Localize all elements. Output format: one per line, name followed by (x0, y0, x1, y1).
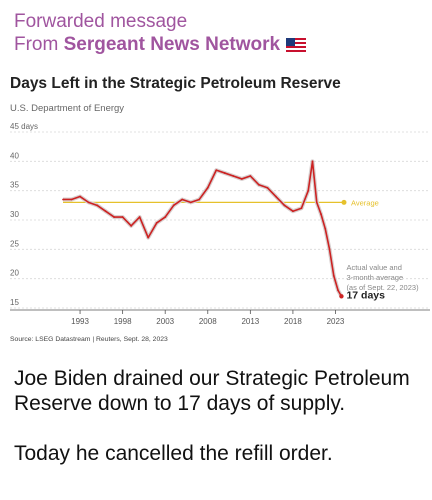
data-point (266, 186, 269, 189)
x-tick-label: 2018 (284, 317, 302, 326)
data-point (292, 210, 294, 213)
data-point (315, 201, 318, 204)
data-point (328, 248, 331, 251)
forwarded-header[interactable]: Forwarded message From Sergeant News Net… (14, 10, 424, 58)
data-point (96, 204, 98, 207)
series-line (63, 160, 343, 297)
annotation-text: 3-month average (346, 273, 403, 282)
y-tick-label: 15 (10, 298, 19, 307)
y-tick-label: 40 (10, 151, 19, 160)
data-point (181, 198, 184, 201)
us-flag-icon (286, 35, 307, 58)
data-point (223, 172, 226, 174)
data-point (155, 222, 158, 224)
y-tick-label: 45 days (10, 122, 38, 131)
message-paragraph-1: Joe Biden drained our Strategic Petroleu… (14, 367, 410, 415)
data-point (283, 204, 286, 207)
data-point (87, 201, 90, 204)
y-tick-label: 35 (10, 181, 19, 190)
petroleum-reserve-chart[interactable]: 45 days 40 35 30 25 20 15 1993 1998 2003 2008 2013 2… (0, 120, 432, 335)
y-tick-label: 20 (10, 269, 19, 278)
chart-title: Days Left in the Strategic Petroleum Res… (10, 75, 341, 92)
series-band (63, 159, 344, 298)
data-point (172, 204, 175, 207)
data-point (113, 216, 116, 218)
data-point (147, 236, 150, 239)
y-tick-label: 30 (10, 210, 19, 219)
data-point (138, 216, 141, 218)
endpoint-marker (339, 294, 344, 299)
endpoint-value-label: 17 days (346, 289, 385, 301)
x-tick-label: 2013 (241, 317, 259, 326)
data-point (257, 183, 260, 186)
x-tick-label: 1993 (71, 317, 89, 326)
from-prefix: From (14, 34, 59, 55)
data-point (79, 195, 81, 198)
data-point (332, 274, 335, 277)
data-point (307, 189, 310, 192)
x-tick-label: 2023 (327, 317, 345, 326)
data-point (249, 175, 252, 177)
data-point (104, 210, 107, 213)
annotation-text: (as of Sept. 22, 2023) (346, 283, 419, 292)
data-point (198, 198, 201, 201)
data-point (121, 216, 124, 218)
data-point (70, 198, 73, 201)
data-point (232, 175, 235, 177)
data-point (164, 216, 167, 218)
data-point (240, 178, 243, 180)
data-point (324, 227, 327, 230)
chart-subtitle: U.S. Department of Energy (10, 103, 125, 114)
data-point (311, 160, 314, 163)
data-point (130, 224, 133, 227)
forwarded-from[interactable]: From Sergeant News Network (14, 33, 424, 58)
x-tick-label: 2008 (199, 317, 217, 326)
chart-source: Source: LSEG Datastream | Reuters, Sept.… (10, 336, 168, 343)
message-paragraph-2: Today he cancelled the refill order. (14, 442, 333, 465)
message-text: Joe Biden drained our Strategic Petroleu… (14, 366, 424, 466)
average-label: Average (351, 198, 379, 207)
x-tick-label: 2003 (156, 317, 174, 326)
data-point (337, 289, 339, 292)
data-point (189, 201, 192, 204)
x-tick-label: 1998 (114, 317, 132, 326)
data-point (320, 213, 322, 216)
data-point (215, 169, 218, 172)
average-marker (341, 199, 347, 205)
data-point (274, 195, 277, 198)
data-point (300, 207, 303, 210)
annotation-text: Actual value and (346, 263, 401, 272)
source-channel-name[interactable]: Sergeant News Network (63, 34, 281, 55)
forwarded-label: Forwarded message (14, 11, 188, 32)
data-point (206, 186, 209, 189)
y-tick-label: 25 (10, 239, 19, 248)
data-point (62, 198, 64, 201)
